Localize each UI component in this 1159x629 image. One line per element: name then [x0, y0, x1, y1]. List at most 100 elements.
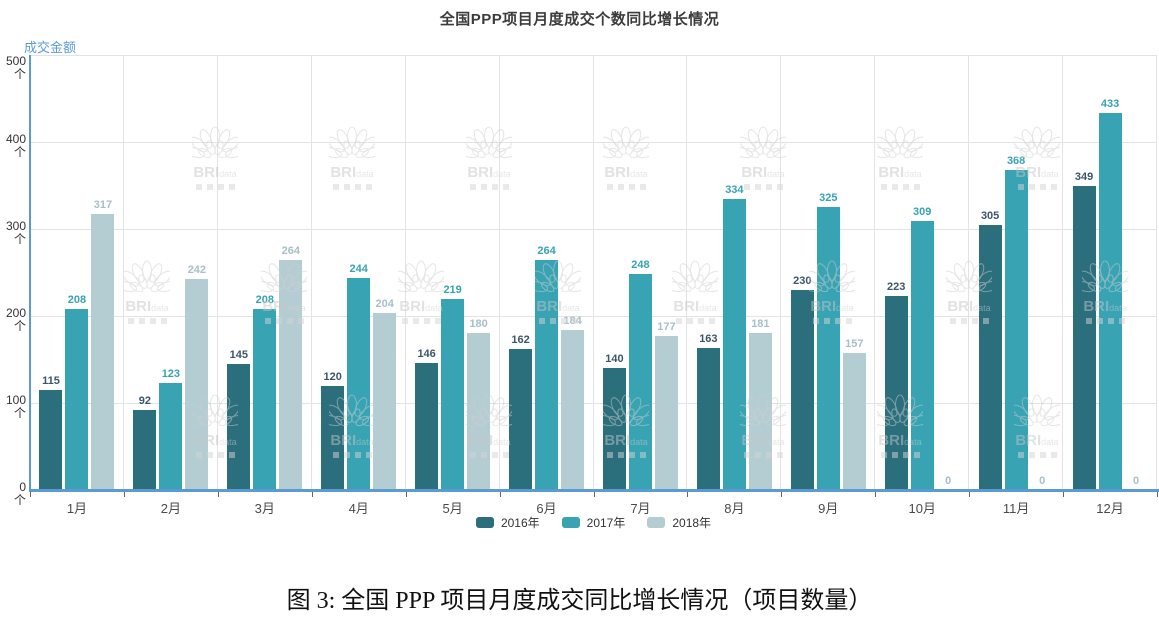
bar-2016年-11月[interactable]	[978, 225, 1002, 490]
leaf-rosette-icon	[869, 126, 931, 159]
bar-2017年-5月[interactable]	[441, 299, 465, 490]
bar-2016年-8月[interactable]	[696, 348, 720, 490]
bar-2016年-6月[interactable]	[509, 349, 533, 490]
x-axis-tick	[123, 492, 125, 497]
brand-watermark: BRIdata	[320, 125, 384, 190]
y-tick-label: 500 个	[5, 54, 26, 81]
bar-2016年-12月[interactable]	[1072, 186, 1096, 490]
bar-2017年-12月[interactable]	[1098, 113, 1122, 490]
x-axis-label-3月: 3月	[254, 501, 275, 516]
legend-swatch	[561, 517, 580, 528]
x-axis-label-9月: 9月	[818, 501, 839, 516]
bar-2016年-1月[interactable]	[39, 390, 63, 490]
x-axis-tick	[405, 492, 407, 497]
bar-value-label: 0	[945, 475, 952, 487]
leaf-rosette-icon	[184, 126, 246, 159]
bar-2016年-2月[interactable]	[133, 410, 157, 490]
bar-value-label: 248	[631, 259, 650, 271]
x-axis-tick	[969, 492, 971, 497]
legend-label: 2018年	[672, 516, 712, 530]
bar-value-label: 184	[563, 315, 582, 327]
watermark-text: BRIdata	[193, 164, 237, 181]
bar-2016年-9月[interactable]	[790, 290, 814, 490]
bar-2018年-2月[interactable]	[185, 279, 209, 490]
bar-value-label: 264	[281, 245, 300, 257]
bar-value-label: 157	[845, 338, 864, 350]
y-axis-title: 成交金额	[24, 40, 77, 55]
bar-value-label: 208	[67, 294, 87, 306]
gridline-vertical	[968, 55, 970, 490]
watermark-text: BRIdata	[125, 298, 169, 315]
bar-2017年-3月[interactable]	[253, 309, 277, 490]
leaf-rosette-icon	[732, 126, 794, 159]
watermark-subtext	[868, 184, 932, 190]
bar-value-label: 208	[255, 294, 274, 306]
bar-2017年-10月[interactable]	[910, 221, 934, 490]
legend-swatch	[647, 517, 666, 528]
bar-value-label: 115	[42, 375, 60, 387]
y-axis-line	[29, 55, 31, 492]
gridline-vertical	[1156, 55, 1157, 490]
x-axis-label-5月: 5月	[442, 501, 463, 516]
x-axis-label-10月: 10月	[908, 501, 936, 516]
brand-watermark: BRIdata	[594, 125, 658, 190]
gridline-vertical	[686, 55, 688, 490]
x-axis-tick	[1157, 492, 1158, 497]
x-axis-line	[29, 489, 1159, 492]
watermark-text: BRIdata	[330, 164, 374, 181]
legend-item-2016年[interactable]: 2016年	[475, 514, 540, 531]
brand-watermark: BRIdata	[868, 125, 932, 190]
brand-watermark: BRIdata	[457, 125, 521, 190]
bar-2018年-9月[interactable]	[842, 353, 866, 490]
bar-2016年-3月[interactable]	[227, 364, 251, 490]
bar-value-label: 223	[887, 281, 906, 293]
bar-value-label: 92	[138, 395, 151, 407]
bar-value-label: 264	[537, 245, 556, 257]
bar-2018年-4月[interactable]	[373, 313, 397, 490]
bar-2017年-7月[interactable]	[628, 274, 652, 490]
gridline-vertical	[592, 55, 594, 490]
bar-value-label: 140	[605, 353, 624, 365]
watermark-text: BRIdata	[467, 164, 511, 181]
gridline-vertical	[404, 55, 406, 490]
bar-2018年-7月[interactable]	[654, 336, 678, 490]
bar-2017年-1月[interactable]	[65, 309, 89, 490]
bar-2017年-2月[interactable]	[159, 383, 183, 490]
bar-2017年-4月[interactable]	[347, 278, 371, 490]
bar-value-label: 433	[1100, 98, 1120, 110]
bar-value-label: 219	[443, 284, 462, 296]
chart-title: 全国PPP项目月度成交个数同比增长情况	[439, 11, 720, 28]
bar-value-label: 177	[657, 321, 676, 333]
bar-2016年-4月[interactable]	[321, 386, 345, 490]
legend-swatch	[475, 517, 494, 528]
bar-2018年-8月[interactable]	[748, 333, 772, 490]
bar-2016年-7月[interactable]	[602, 368, 626, 490]
gridline-horizontal	[30, 142, 1157, 143]
bar-2017年-6月[interactable]	[535, 260, 559, 490]
watermark-subtext	[457, 184, 521, 190]
leaf-rosette-icon	[321, 126, 383, 159]
bar-2016年-10月[interactable]	[884, 296, 908, 490]
gridline-vertical	[122, 55, 124, 490]
leaf-rosette-icon	[116, 260, 178, 293]
bar-value-label: 349	[1074, 171, 1094, 183]
gridline-vertical	[1062, 55, 1064, 490]
plot-area: 115 92 145 120 146 162 140 163 230 223 305 349 208 12…	[30, 55, 1157, 490]
bar-2018年-1月[interactable]	[91, 214, 115, 490]
legend-item-2017年[interactable]: 2017年	[561, 514, 625, 531]
x-axis-tick	[499, 492, 501, 497]
gridline-horizontal	[30, 55, 1157, 56]
x-axis-tick	[875, 492, 877, 497]
bar-value-label: 244	[349, 263, 368, 275]
bar-2018年-5月[interactable]	[467, 333, 491, 490]
bar-2018年-6月[interactable]	[561, 330, 585, 490]
bar-2018年-3月[interactable]	[279, 260, 303, 490]
bar-value-label: 181	[751, 318, 770, 330]
x-axis-label-2月: 2月	[160, 501, 181, 516]
legend-item-2018年[interactable]: 2018年	[647, 514, 711, 531]
bar-2016年-5月[interactable]	[415, 363, 439, 490]
brand-watermark: BRIdata	[663, 259, 727, 324]
bar-value-label: 120	[323, 371, 342, 383]
gridline-vertical	[310, 55, 312, 490]
